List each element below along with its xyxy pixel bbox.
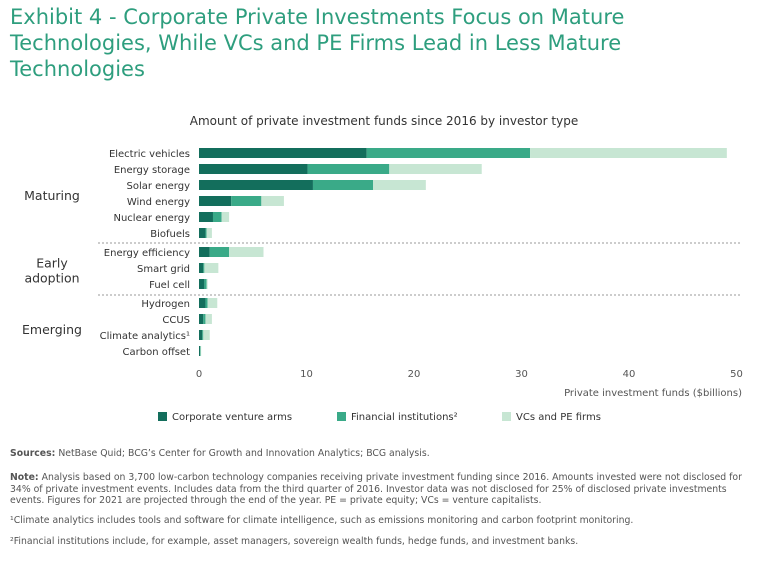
bar-electric-vehicles-financial-institutions [366, 148, 531, 158]
bar-electric-vehicles-corporate-venture-arms [199, 148, 367, 158]
bar-fuel-cell-financial-institutions [204, 279, 207, 289]
sources-line: Sources: NetBase Quid; BCG’s Center for … [10, 448, 430, 459]
bar-solar-energy-corporate-venture-arms [199, 180, 313, 190]
bar-solar-energy-financial-institutions [312, 180, 374, 190]
group-label-early-adoption: adoption [24, 271, 79, 286]
x-tick-label: 30 [515, 369, 528, 380]
legend-label-vcs-and-pe-firms: VCs and PE firms [516, 412, 601, 423]
bar-carbon-offset-financial-institutions [200, 346, 201, 356]
bar-energy-storage-financial-institutions [307, 164, 390, 174]
bar-carbon-offset-vcs-and-pe-firms [200, 346, 202, 356]
x-tick-label: 10 [300, 369, 313, 380]
bar-electric-vehicles-vcs-and-pe-firms [530, 148, 727, 158]
bar-fuel-cell-vcs-and-pe-firms [206, 279, 208, 289]
legend-swatch-financial-institutions [337, 412, 346, 421]
legend-swatch-vcs-and-pe-firms [502, 412, 511, 421]
legend-swatch-corporate-venture-arms [158, 412, 167, 421]
bar-wind-energy-vcs-and-pe-firms [261, 196, 284, 206]
bar-fuel-cell-corporate-venture-arms [199, 279, 205, 289]
bar-wind-energy-financial-institutions [231, 196, 262, 206]
category-label-fuel-cell: Fuel cell [149, 280, 190, 291]
bar-hydrogen-vcs-and-pe-firms [207, 298, 218, 308]
x-tick-label: 40 [623, 369, 636, 380]
bar-energy-storage-corporate-venture-arms [199, 164, 308, 174]
category-label-hydrogen: Hydrogen [141, 299, 190, 310]
bar-solar-energy-vcs-and-pe-firms [373, 180, 426, 190]
category-label-carbon-offset: Carbon offset [123, 347, 191, 358]
bar-ccus-corporate-venture-arms [199, 314, 204, 324]
x-tick-label: 50 [730, 369, 743, 380]
category-label-wind-energy: Wind energy [127, 197, 190, 208]
x-axis-label: Private investment funds ($billions) [564, 388, 742, 399]
bar-climate-analytics-corporate-venture-arms [199, 330, 203, 340]
stacked-bar-chart: Amount of private investment funds since… [22, 114, 743, 423]
bar-wind-energy-corporate-venture-arms [199, 196, 232, 206]
group-label-early-adoption: Early [36, 256, 68, 271]
exhibit-title: Exhibit 4 - Corporate Private Investment… [10, 5, 625, 81]
category-label-energy-storage: Energy storage [114, 165, 190, 176]
x-tick-label: 0 [196, 369, 202, 380]
bar-biofuels-financial-institutions [205, 228, 207, 238]
bar-energy-efficiency-financial-institutions [209, 247, 230, 257]
bar-energy-efficiency-corporate-venture-arms [199, 247, 210, 257]
bar-biofuels-corporate-venture-arms [199, 228, 206, 238]
bar-smart-grid-vcs-and-pe-firms [204, 263, 219, 273]
bar-nuclear-energy-financial-institutions [212, 212, 222, 222]
bar-hydrogen-corporate-venture-arms [199, 298, 206, 308]
bar-nuclear-energy-vcs-and-pe-firms [221, 212, 230, 222]
bar-ccus-financial-institutions [203, 314, 206, 324]
bar-energy-efficiency-vcs-and-pe-firms [229, 247, 264, 257]
bar-energy-storage-vcs-and-pe-firms [389, 164, 482, 174]
group-label-emerging: Emerging [22, 322, 82, 337]
footnote-climate-analytics: ¹Climate analytics includes tools and so… [10, 515, 634, 526]
footnote-financial-institutions: ²Financial institutions include, for exa… [10, 536, 579, 547]
bar-nuclear-energy-corporate-venture-arms [199, 212, 213, 222]
category-label-smart-grid: Smart grid [137, 264, 190, 275]
category-label-energy-efficiency: Energy efficiency [104, 248, 190, 259]
bar-ccus-vcs-and-pe-firms [205, 314, 212, 324]
category-label-solar-energy: Solar energy [126, 181, 190, 192]
group-label-maturing: Maturing [24, 188, 80, 203]
category-label-nuclear-energy: Nuclear energy [113, 213, 190, 224]
note-paragraph: Note: Analysis based on 3,700 low-carbon… [10, 472, 742, 506]
bar-carbon-offset-corporate-venture-arms [199, 346, 201, 356]
bar-smart-grid-corporate-venture-arms [199, 263, 204, 273]
chart-title: Amount of private investment funds since… [190, 114, 578, 128]
bar-hydrogen-financial-institutions [205, 298, 208, 308]
bar-smart-grid-financial-institutions [203, 263, 205, 273]
bar-climate-analytics-financial-institutions [202, 330, 204, 340]
category-label-biofuels: Biofuels [150, 229, 190, 240]
bar-biofuels-vcs-and-pe-firms [206, 228, 212, 238]
x-tick-label: 20 [408, 369, 421, 380]
category-label-climate-analytics: Climate analytics¹ [100, 331, 190, 342]
legend-label-financial-institutions: Financial institutions² [351, 412, 458, 423]
category-label-electric-vehicles: Electric vehicles [109, 149, 190, 160]
category-label-ccus: CCUS [162, 315, 190, 326]
legend-label-corporate-venture-arms: Corporate venture arms [172, 412, 292, 423]
bar-climate-analytics-vcs-and-pe-firms [203, 330, 210, 340]
